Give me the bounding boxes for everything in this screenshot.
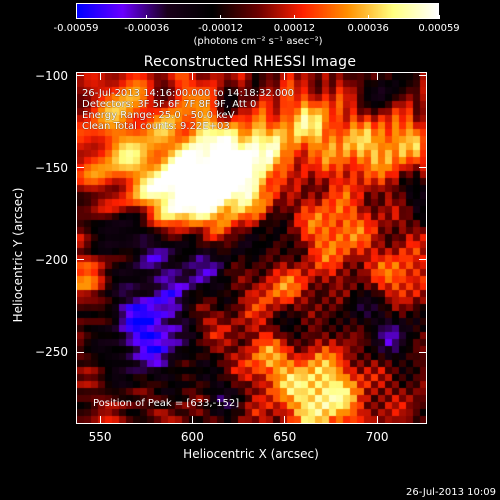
info-time-range: 26-Jul-2013 14:16:00.000 to 14:18:32.000 bbox=[82, 88, 294, 99]
colorbar bbox=[76, 3, 439, 19]
rhessi-heatmap bbox=[77, 73, 426, 423]
x-tick-label: 700 bbox=[365, 430, 389, 444]
x-tick-label: 650 bbox=[273, 430, 297, 444]
y-tick bbox=[419, 75, 427, 77]
x-tick bbox=[376, 416, 378, 424]
colorbar-tick bbox=[75, 15, 77, 19]
y-tick bbox=[419, 351, 427, 353]
colorbar-tick bbox=[438, 15, 440, 19]
x-tick bbox=[99, 416, 101, 424]
y-tick bbox=[419, 167, 427, 169]
peak-position-label: Position of Peak = [633,-152] bbox=[93, 398, 240, 409]
info-clean-counts: Clean Total counts: 9.22E+03 bbox=[82, 121, 230, 132]
x-tick bbox=[191, 72, 193, 80]
y-tick bbox=[76, 75, 84, 77]
colorbar-tick bbox=[367, 15, 369, 19]
colorbar-tick bbox=[220, 15, 222, 19]
colorbar-tick-label: -0.00059 bbox=[53, 23, 99, 34]
colorbar-tick-label: 0.00036 bbox=[347, 23, 389, 34]
colorbar-tick-label: 0.00012 bbox=[273, 23, 316, 34]
y-tick-label: −200 bbox=[35, 252, 68, 267]
plot-area bbox=[76, 72, 427, 424]
x-axis-label: Heliocentric X (arcsec) bbox=[183, 447, 319, 461]
x-tick bbox=[284, 72, 286, 80]
x-tick bbox=[191, 416, 193, 424]
x-tick-label: 550 bbox=[88, 430, 112, 444]
colorbar-tick-label: -0.00012 bbox=[198, 23, 244, 34]
y-tick-label: −100 bbox=[35, 68, 68, 83]
colorbar-tick bbox=[146, 15, 148, 19]
x-tick bbox=[284, 416, 286, 424]
x-tick bbox=[99, 72, 101, 80]
y-tick bbox=[76, 259, 84, 261]
y-tick bbox=[76, 167, 84, 169]
info-energy-range: Energy Range: 25.0 - 50.0 keV bbox=[82, 110, 235, 121]
x-tick-label: 600 bbox=[180, 430, 204, 444]
x-tick bbox=[376, 72, 378, 80]
y-tick-label: −250 bbox=[35, 345, 68, 360]
colorbar-tick-label: -0.00036 bbox=[124, 23, 170, 34]
y-axis-label: Heliocentric Y (arcsec) bbox=[11, 187, 25, 323]
colorbar-units: (photons cm⁻² s⁻¹ asec⁻²) bbox=[193, 36, 323, 47]
footer-date: 26-Jul-2013 10:09 bbox=[405, 487, 496, 498]
y-tick bbox=[419, 259, 427, 261]
colorbar-tick bbox=[293, 15, 295, 19]
y-tick-label: −150 bbox=[35, 160, 68, 175]
colorbar-tick-label: 0.00059 bbox=[418, 23, 460, 34]
image-title: Reconstructed RHESSI Image bbox=[143, 54, 357, 70]
y-tick bbox=[76, 351, 84, 353]
info-detectors: Detectors: 3F 5F 6F 7F 8F 9F, Att 0 bbox=[82, 99, 257, 110]
